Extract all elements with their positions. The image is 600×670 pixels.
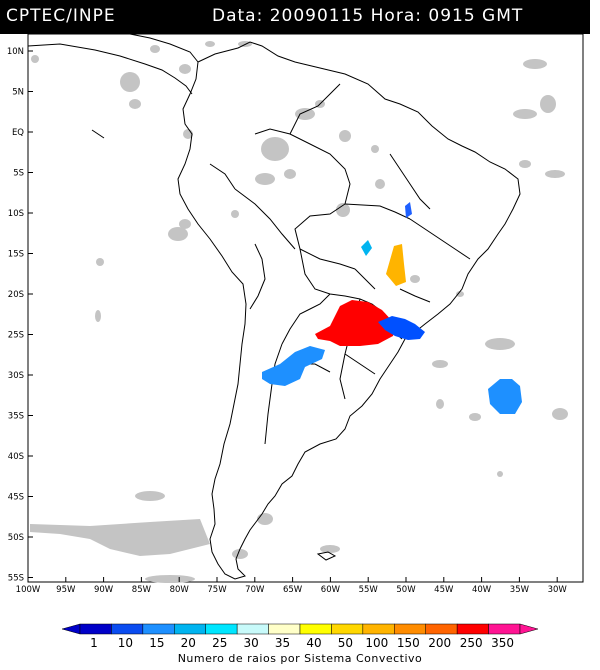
legend-title: Numero de raios por Sistema Convectivo — [177, 652, 423, 665]
map-panel: 10N 5N EQ 5S 10S 15S 20S 25S 30S 35S 40S 45S 50S 55S … — [0, 33, 600, 595]
legend-label: 15 — [149, 636, 164, 650]
title-bar: CPTEC/INPE Data: 20090115 Hora: 0915 GMT — [0, 0, 590, 34]
lon-label: 50W — [396, 585, 416, 594]
legend-label: 25 — [212, 636, 227, 650]
legend-label: 350 — [491, 636, 514, 650]
legend-swatch — [488, 623, 521, 635]
lat-label: 50S — [8, 533, 24, 543]
lat-label: 25S — [8, 331, 24, 341]
legend: 1 10 15 20 25 30 35 40 50 100 150 200 250 350 — [0, 620, 600, 670]
latitude-labels: 10N 5N EQ 5S 10S 15S 20S 25S 30S 35S 40S 45S 50S 55S — [7, 47, 33, 584]
legend-swatch — [205, 623, 238, 635]
legend-label: 20 — [181, 636, 196, 650]
lon-label: 45W — [434, 585, 454, 594]
system-red — [315, 300, 395, 346]
lon-label: 80W — [170, 585, 190, 594]
lat-label: 15S — [8, 250, 24, 260]
lat-label: 55S — [8, 574, 24, 584]
legend-arrow-left — [61, 623, 81, 635]
legend-swatch — [362, 623, 395, 635]
legend-label: 50 — [338, 636, 353, 650]
system-blue-se — [378, 316, 425, 340]
longitude-labels: 100W 95W 90W 85W 80W 75W 70W 65W 60W 55W 50W 45W 40W… — [16, 577, 568, 595]
lat-label: EQ — [12, 128, 24, 138]
lon-label: 100W — [16, 585, 41, 594]
legend-label: 1 — [90, 636, 98, 650]
legend-swatch — [268, 623, 301, 635]
map-frame — [27, 33, 584, 583]
system-cyan — [361, 240, 372, 256]
lon-label: 35W — [510, 585, 530, 594]
lat-label: 30S — [8, 371, 24, 381]
legend-swatch — [299, 623, 332, 635]
legend-swatch — [142, 623, 175, 635]
legend-swatch — [425, 623, 458, 635]
lat-label: 20S — [8, 290, 24, 300]
legend-arrow-right — [519, 623, 539, 635]
lat-label: 10S — [8, 209, 24, 219]
legend-label: 150 — [397, 636, 420, 650]
system-blue-atlantic — [488, 379, 522, 414]
lon-label: 30W — [548, 585, 568, 594]
lon-label: 95W — [56, 585, 76, 594]
lon-label: 55W — [359, 585, 379, 594]
system-blue-argentina — [262, 346, 325, 386]
source-label: CPTEC/INPE — [6, 6, 116, 26]
lat-label: 35S — [8, 412, 24, 422]
legend-label: 250 — [460, 636, 483, 650]
system-orange — [386, 244, 406, 286]
datetime-label: Data: 20090115 Hora: 0915 GMT — [212, 6, 524, 26]
legend-label: 100 — [365, 636, 388, 650]
lat-label: 40S — [8, 452, 24, 462]
cloud-cover — [30, 41, 568, 583]
lat-label: 10N — [7, 47, 24, 57]
legend-canvas: 1 10 15 20 25 30 35 40 50 100 150 200 250 350 — [61, 623, 539, 650]
legend-label: 10 — [118, 636, 133, 650]
legend-swatch — [456, 623, 489, 635]
legend-swatch — [79, 623, 112, 635]
legend-swatch — [111, 623, 144, 635]
lat-label: 45S — [8, 493, 24, 503]
legend-swatch — [394, 623, 426, 635]
lon-label: 60W — [321, 585, 341, 594]
lon-label: 70W — [245, 585, 265, 594]
system-blue-n — [405, 202, 412, 218]
legend-label: 35 — [275, 636, 290, 650]
lon-label: 40W — [472, 585, 492, 594]
legend-label: 30 — [244, 636, 259, 650]
legend-swatch — [236, 623, 269, 635]
lon-label: 65W — [283, 585, 303, 594]
legend-label: 200 — [428, 636, 451, 650]
legend-swatch — [174, 623, 206, 635]
lat-label: 5S — [13, 169, 24, 179]
legend-label: 40 — [306, 636, 321, 650]
lon-label: 90W — [94, 585, 114, 594]
lon-label: 75W — [207, 585, 227, 594]
legend-swatch — [331, 623, 364, 635]
map-canvas: 10N5NEQ5S10S15S20S25S30S35S40S45S50S55S … — [7, 33, 584, 595]
convective-systems — [262, 202, 522, 414]
lon-label: 85W — [132, 585, 152, 594]
lat-label: 5N — [12, 88, 24, 98]
